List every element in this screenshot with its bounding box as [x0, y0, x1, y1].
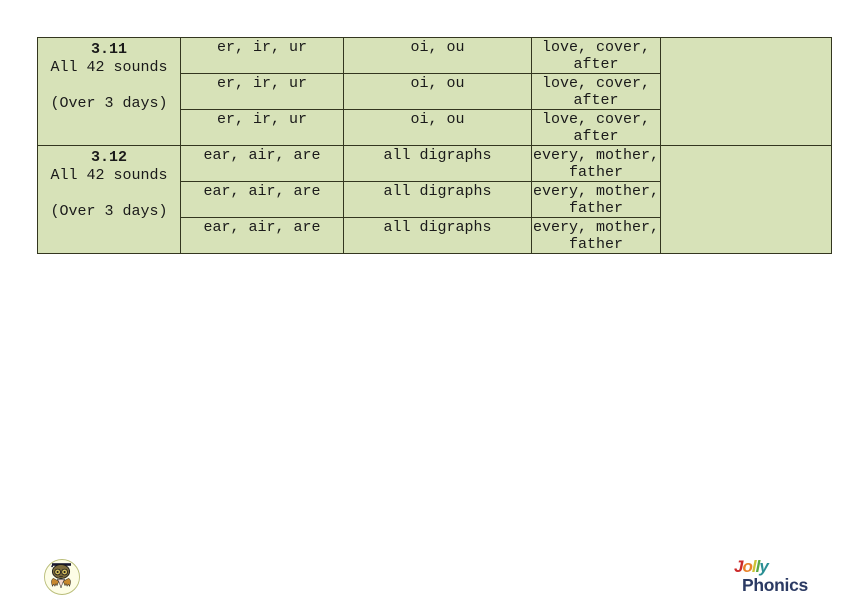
svg-text:Phonics: Phonics: [742, 575, 809, 595]
svg-text:Jolly: Jolly: [734, 557, 770, 576]
